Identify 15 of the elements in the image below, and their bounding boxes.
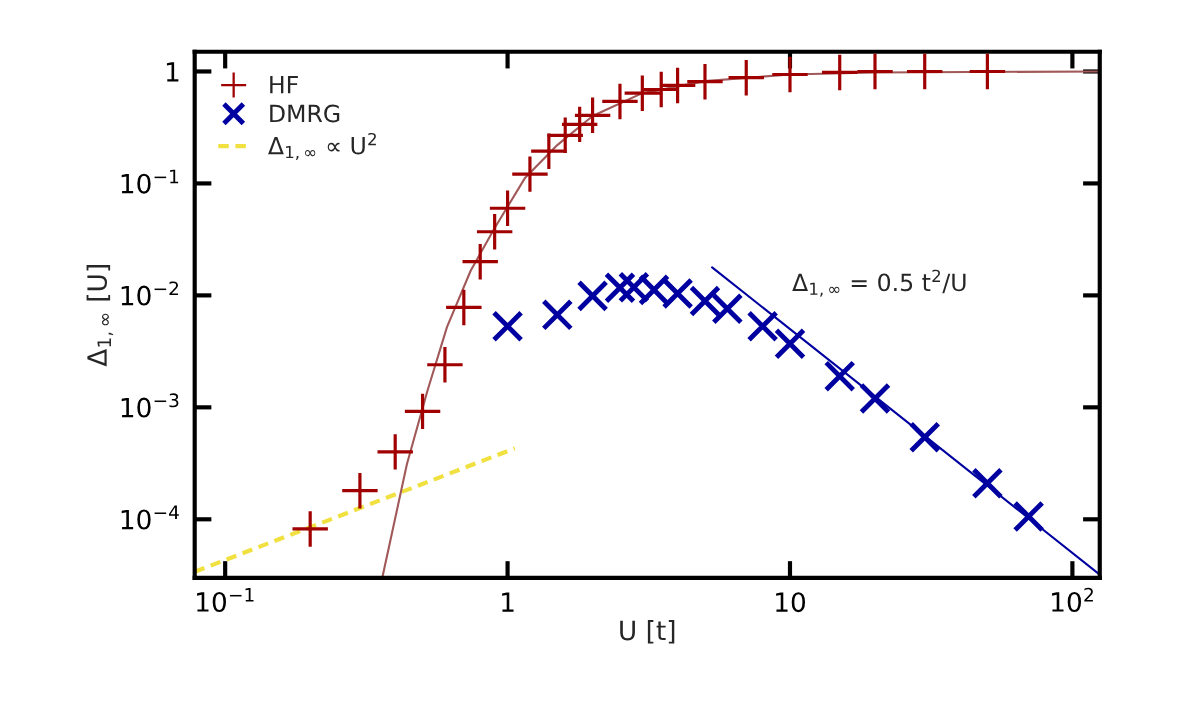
y-tick-label: 1 [166,62,179,82]
y-tick-label: 10$^{−3}$ [121,393,179,418]
x-axis-title: U [t] [620,620,675,644]
y-tick-label: 10$^{−4}$ [121,505,179,530]
legend-label: Δ$_{1,∞}$ ∝ U$^{2}$ [268,132,376,160]
x-tick-label: 10$^{2}$ [1052,587,1093,612]
y-axis-title: Δ$_{1,∞}$ [U] [86,265,114,367]
y-tick-label: 10$^{−1}$ [121,169,179,194]
y-tick-label: 10$^{−2}$ [121,281,179,306]
legend-label: HF [270,76,298,94]
legend-label: DMRG [270,104,340,123]
annotation: Δ$_{1,∞}$ = 0.5 t$^{2}$/U [792,269,966,297]
x-tick-label: 1 [502,592,514,612]
x-tick-label: 10 [776,592,806,613]
x-tick-label: 10$^{−1}$ [197,588,254,612]
